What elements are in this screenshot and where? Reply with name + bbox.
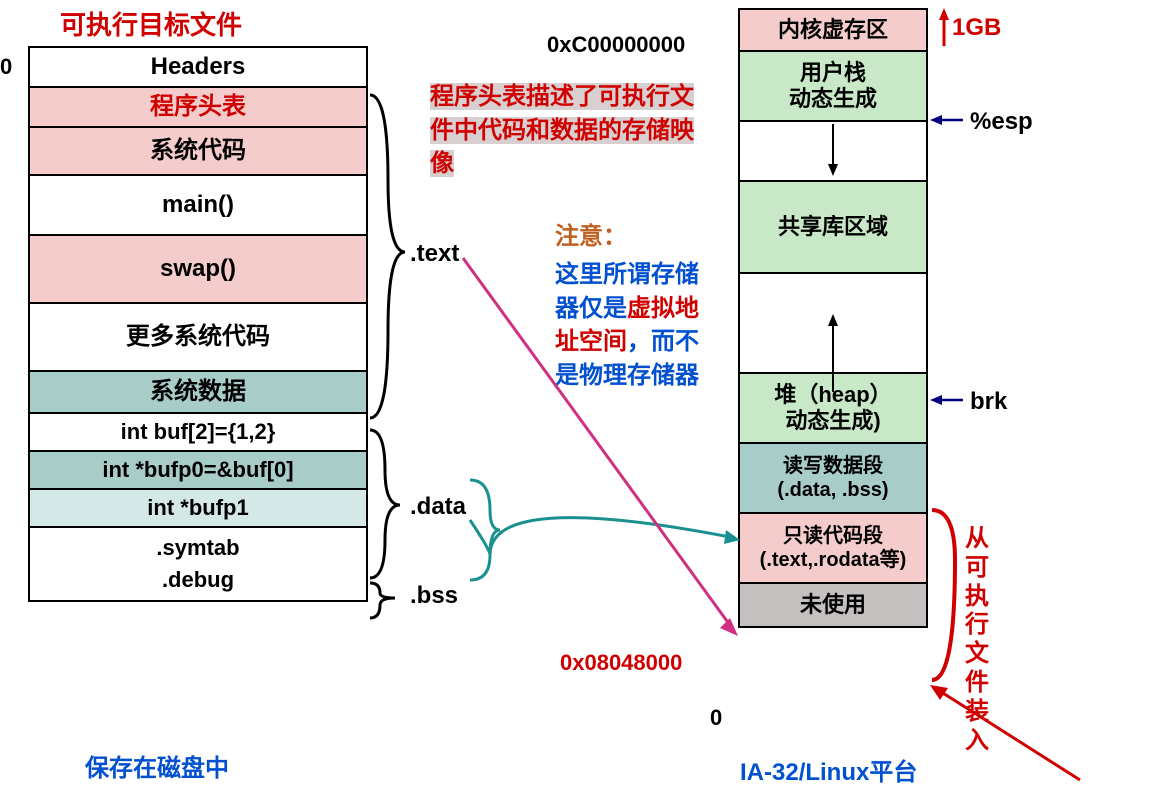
one-gb-label: 1GB	[952, 14, 1001, 42]
right-row: 未使用	[740, 584, 926, 626]
text-label: .text	[410, 240, 459, 268]
right-row: 堆（heap） 动态生成)	[740, 374, 926, 444]
side-label: 从可执行文件装入	[965, 525, 995, 755]
desc-note: 程序头表描述了可执行文件中代码和数据的存储映像	[430, 80, 710, 181]
right-table: 内核虚存区用户栈 动态生成共享库区域堆（heap） 动态生成)读写数据段 (.d…	[738, 8, 928, 628]
addr-zero: 0	[710, 705, 722, 731]
right-caption: IA-32/Linux平台	[740, 752, 917, 787]
right-row: 只读代码段 (.text,.rodata等)	[740, 514, 926, 584]
left-table: Headers程序头表系统代码main()swap()更多系统代码系统数据int…	[28, 46, 368, 602]
right-row: 读写数据段 (.data, .bss)	[740, 444, 926, 514]
zero-left: 0	[0, 54, 12, 80]
brk-label: brk	[970, 388, 1007, 416]
right-row: 内核虚存区	[740, 10, 926, 52]
addr-mid: 0x08048000	[560, 650, 682, 676]
warn-title: 注意：	[555, 220, 627, 254]
left-title: 可执行目标文件	[60, 5, 242, 42]
data-label: .data	[410, 493, 466, 521]
esp-label: %esp	[970, 108, 1033, 136]
left-row: 程序头表	[30, 88, 366, 128]
right-row: 共享库区域	[740, 182, 926, 274]
left-row: 更多系统代码	[30, 304, 366, 372]
left-row: int *bufp0=&buf[0]	[30, 452, 366, 490]
bss-label: .bss	[410, 582, 458, 610]
left-row: 系统数据	[30, 372, 366, 414]
right-row	[740, 122, 926, 182]
left-row: int buf[2]={1,2}	[30, 414, 366, 452]
addr-top: 0xC00000000	[547, 32, 685, 58]
left-row: .symtab .debug	[30, 528, 366, 600]
left-row: int *bufp1	[30, 490, 366, 528]
left-row: main()	[30, 176, 366, 236]
left-row: 系统代码	[30, 128, 366, 176]
right-row	[740, 274, 926, 374]
left-row: Headers	[30, 48, 366, 88]
right-row: 用户栈 动态生成	[740, 52, 926, 122]
warn-body: 这里所谓存储器仅是虚拟地址空间，而不是物理存储器	[555, 258, 705, 392]
left-row: swap()	[30, 236, 366, 304]
left-caption: 保存在磁盘中	[85, 748, 229, 783]
